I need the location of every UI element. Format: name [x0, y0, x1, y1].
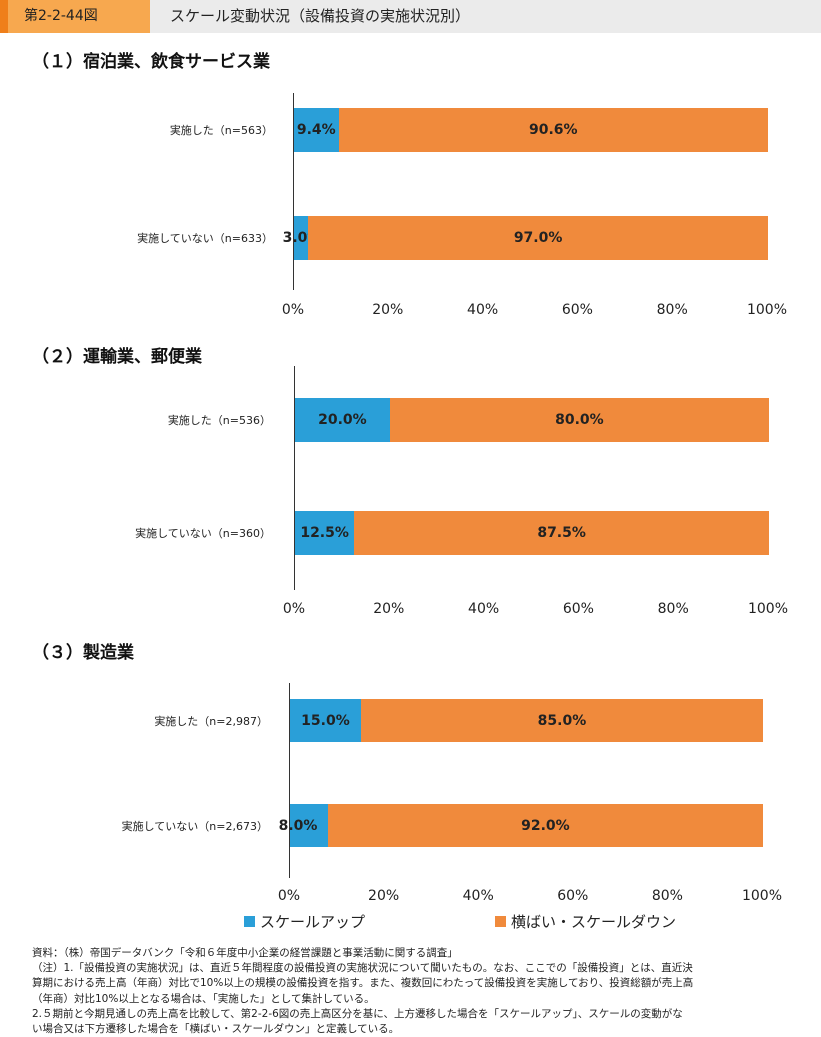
- category-label: 実施した（n=563）: [169, 124, 273, 137]
- stacked-bar: 15.0% 85.0%: [290, 699, 763, 742]
- note-line: （注）1.「設備投資の実施状況」は、直近５年間程度の設備投資の実施状況について聞…: [32, 962, 693, 975]
- note-line: （年商）対比10%以上となる場合は、「実施した」として集計している。: [32, 992, 375, 1005]
- note-line: い場合又は下方遷移した場合を「横ばい・スケールダウン」と定義している。: [32, 1023, 400, 1036]
- stacked-bar: 20.0% 80.0%: [295, 398, 769, 442]
- legend-swatch-scale-up: [244, 916, 255, 927]
- x-tick-label: 40%: [468, 601, 500, 617]
- note-source: 資料：（株）帝国データバンク「令和６年度中小企業の経営課題と事業活動に関する調査…: [32, 947, 458, 959]
- x-tick-label: 80%: [651, 888, 683, 904]
- x-tick-label: 100%: [741, 888, 783, 904]
- data-label: 80.0%: [555, 412, 604, 428]
- x-tick-label: 60%: [562, 601, 594, 617]
- legend-item-scale-up: スケールアップ: [244, 911, 365, 932]
- figure-number: 第2-2-44図: [0, 0, 150, 33]
- x-tick-label: 20%: [368, 888, 400, 904]
- bar-segment-flat-scale-down: [338, 108, 768, 152]
- bar-segment-scale-up: [290, 699, 361, 742]
- figure-header: 第2-2-44図 スケール変動状況（設備投資の実施状況別）: [0, 0, 821, 33]
- bar-segment-scale-up: [295, 511, 355, 555]
- y-axis-line: [294, 366, 295, 590]
- bar-segment-flat-scale-down: [360, 699, 763, 742]
- data-label: 20.0%: [318, 412, 367, 428]
- x-tick-label: 0%: [281, 302, 305, 318]
- y-axis-line: [289, 683, 290, 878]
- data-label: 9.4%: [296, 122, 336, 138]
- stacked-bar: 12.5% 87.5%: [295, 511, 769, 555]
- data-label: 97.0%: [513, 230, 563, 246]
- chart-title: （１）宿泊業、飲食サービス業: [32, 52, 270, 72]
- bar-segment-flat-scale-down: [308, 216, 768, 260]
- x-tick-label: 0%: [282, 601, 306, 617]
- data-label: 92.0%: [521, 817, 570, 834]
- x-tick-label: 100%: [746, 302, 788, 318]
- bar-segment-scale-up: [294, 108, 339, 152]
- x-tick-label: 80%: [657, 601, 689, 617]
- legend-label-scale-up: スケールアップ: [260, 913, 366, 931]
- legend-swatch-flat-scale-down: [495, 916, 506, 927]
- data-label: 87.5%: [537, 525, 586, 541]
- bar-segment-scale-up: [295, 398, 390, 442]
- legend: スケールアップ 横ばい・スケールダウン: [0, 911, 821, 933]
- category-label: 実施していない（n=2,673）: [121, 819, 268, 833]
- category-label: 実施していない（n=360）: [135, 527, 271, 540]
- x-tick-label: 100%: [747, 601, 789, 617]
- category-label: 実施した（n=2,987）: [154, 714, 268, 728]
- bar-segment-flat-scale-down: [354, 511, 769, 555]
- x-tick-label: 40%: [462, 888, 494, 904]
- data-label: 90.6%: [528, 122, 578, 138]
- bar-segment-flat-scale-down: [327, 804, 763, 847]
- data-label: 8.0%: [278, 817, 318, 834]
- x-tick-label: 20%: [372, 302, 404, 318]
- x-tick-label: 60%: [561, 302, 593, 318]
- bar-segment-scale-up: [294, 216, 309, 260]
- stacked-bar: 9.4% 90.6%: [294, 108, 768, 152]
- x-tick-label: 0%: [277, 888, 301, 904]
- x-tick-label: 40%: [467, 302, 499, 318]
- data-label: 85.0%: [537, 712, 587, 729]
- note-line: 2.５期前と今期見通しの売上高を比較して、第2-2-6図の売上高区分を基に、上方…: [32, 1007, 683, 1020]
- legend-item-flat-scale-down: 横ばい・スケールダウン: [495, 911, 676, 932]
- data-label: 15.0%: [301, 712, 350, 729]
- note-line: 算期における売上高（年商）対比で10%以上の規模の設備投資を指す。また、複数回に…: [32, 977, 694, 990]
- bar-segment-scale-up: [290, 804, 328, 847]
- data-label: 12.5%: [300, 525, 349, 541]
- legend-label-flat-scale-down: 横ばい・スケールダウン: [511, 913, 677, 931]
- stacked-bar: 3.0% 97.0%: [283, 216, 768, 260]
- chart-title: （２）運輸業、郵便業: [32, 347, 202, 367]
- x-tick-label: 60%: [557, 888, 589, 904]
- x-tick-label: 80%: [656, 302, 688, 318]
- y-axis-line: [293, 93, 294, 290]
- stacked-bar: 8.0% 92.0%: [279, 804, 763, 847]
- notes: 資料：（株）帝国データバンク「令和６年度中小企業の経営課題と事業活動に関する調査…: [32, 946, 802, 1037]
- category-label: 実施していない（n=633）: [137, 232, 273, 245]
- category-label: 実施した（n=536）: [167, 414, 271, 427]
- figure-title: スケール変動状況（設備投資の実施状況別）: [170, 7, 471, 25]
- chart-title: （３）製造業: [32, 643, 134, 663]
- bar-segment-flat-scale-down: [389, 398, 769, 442]
- x-tick-label: 20%: [373, 601, 405, 617]
